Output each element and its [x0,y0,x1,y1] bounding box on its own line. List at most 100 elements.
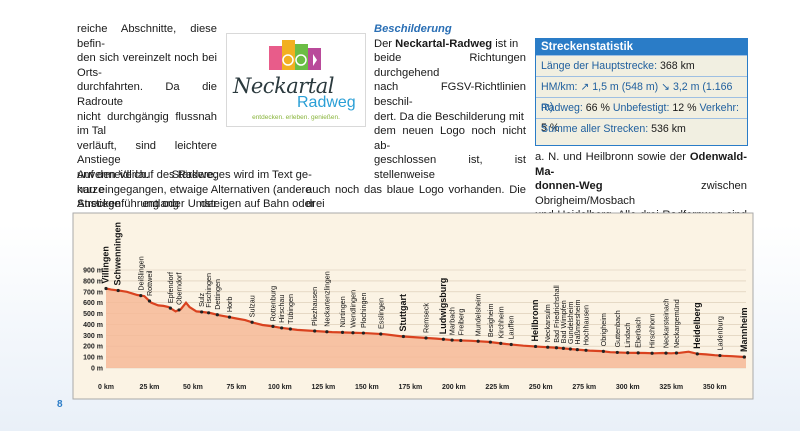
x-tick-label: 350 km [703,384,727,391]
place-label: Obrigheim [599,313,608,346]
stats-row-total: Summe aller Strecken: 536 km [536,118,747,139]
place-marker [361,331,365,335]
neckartal-radweg-logo: Neckartal Radweg entdecken. erleben. gen… [226,33,366,127]
place-label: Nürtingen [338,296,347,327]
place-marker [401,334,405,339]
place-label: Besigheim [486,304,495,338]
place-label: Neckartenzlingen [322,271,331,327]
place-marker [695,352,699,356]
place-marker [509,342,513,347]
place-marker [488,340,492,344]
y-tick-label: 300 m [83,333,103,340]
text-segment: Der [374,37,396,50]
place-marker [177,308,181,312]
place-label: Villingen [101,246,111,283]
text-line: donnen-Weg zwischen Obrigheim/Mosbach [535,179,747,208]
place-marker [424,336,428,340]
logo-word-neckartal: Neckartal [233,74,335,98]
place-marker [147,299,152,303]
place-marker [227,315,232,319]
profile-frame [72,212,754,400]
place-marker [718,353,722,358]
x-tick-label: 250 km [529,384,553,391]
text-line: nau eingegangen, etwaige Alternativen (a… [77,183,312,196]
place-label: Pliezhausen [310,287,319,326]
stats-label: Radweg: [541,102,583,114]
place-label: Stuttgart [398,294,408,332]
place-label: Deißlingen [136,256,145,290]
stats-label: Verkehr: [699,102,739,114]
stats-label: Summe aller Strecken: [541,123,649,135]
place-label: Esslingen [376,298,385,329]
place-marker [601,349,605,353]
text-line: beide Richtungen durchgehend [374,51,526,80]
text-line: durchfahrten. Da die Radroute [77,81,217,108]
place-marker [554,346,559,350]
page-number: 8 [57,399,63,410]
text-line: Der Neckartal-Radweg ist in [374,37,526,52]
y-tick-label: 800 m [83,278,103,285]
text-segment: nach FGSV-Richtlinien beschil- [374,81,526,108]
place-label: Heidelberg [692,302,702,349]
place-label: Lindach [623,323,632,348]
place-marker [215,313,219,317]
place-marker [271,324,275,329]
text-line: nicht durchgängig flussnah im Tal [77,110,217,138]
text-line: geschlossen ist, ist stellenweise [374,153,526,182]
place-label: Rottweil [145,270,154,296]
place-marker [499,341,503,345]
logo-word-radweg: Radweg [297,94,356,111]
place-label: Hochhausen [582,305,591,345]
place-label: Remseck [422,303,431,333]
place-label: Guttenbach [613,310,622,347]
stats-value: 368 km [659,60,695,72]
place-marker [664,351,668,355]
place-label: Ludwigsburg [438,278,448,335]
place-label: Oberndorf [175,273,184,305]
logo-tagline: entdecken. erleben. genießen. [252,114,340,121]
place-label: Dettingen [213,279,222,310]
place-label: Tübingen [286,294,295,324]
x-tick-label: 150 km [355,384,379,391]
place-marker [207,311,211,315]
text-line: Auf den Verlauf des Radweges wird im Tex… [77,169,312,181]
place-marker [476,339,480,343]
place-marker [200,310,204,314]
text-line: nach FGSV-Richtlinien beschil- [374,80,526,109]
x-tick-label: 100 km [268,384,292,391]
place-label: Rottenburg [268,286,277,322]
place-marker [379,332,383,336]
place-marker [533,344,538,349]
stats-value: 5 % [541,122,560,134]
place-marker [288,327,292,331]
place-marker [313,329,317,333]
place-label: Haßmersheim [573,299,582,344]
place-label: Kirchheim [496,306,505,338]
place-marker [650,351,654,355]
place-label: Sulzau [248,295,257,317]
place-marker [325,330,329,334]
place-marker [459,338,463,343]
stats-label: Unbefestigt: [612,102,670,114]
elevation-line [105,287,747,359]
place-marker [626,351,630,355]
text-segment: auch noch das blaue Logo vorhanden. Die … [306,183,526,211]
place-label: Bad Friedrichshall [552,285,561,343]
x-tick-label: 200 km [442,384,466,391]
logo-illustration-icon [269,40,321,70]
place-marker [340,330,345,334]
place-label: Hirschhorn [648,313,657,348]
text-line: den sich vereinzelt noch bei Orts- [77,52,217,79]
x-tick-label: 275 km [572,384,596,391]
place-marker [561,346,565,350]
elevation-area [106,288,746,368]
stats-value: 12 % [672,102,697,114]
x-tick-label: 225 km [485,384,509,391]
place-label: Horb [225,297,234,313]
place-marker [615,350,619,355]
place-marker [568,347,572,351]
text-line: unvermeidlich. Stärkere, kurze [77,168,217,196]
bold-text: Odenwald-Ma- [535,151,747,178]
x-tick-label: 50 km [183,384,203,391]
text-column-middle: Beschilderung Der Neckartal-Radweg ist i… [306,22,526,341]
